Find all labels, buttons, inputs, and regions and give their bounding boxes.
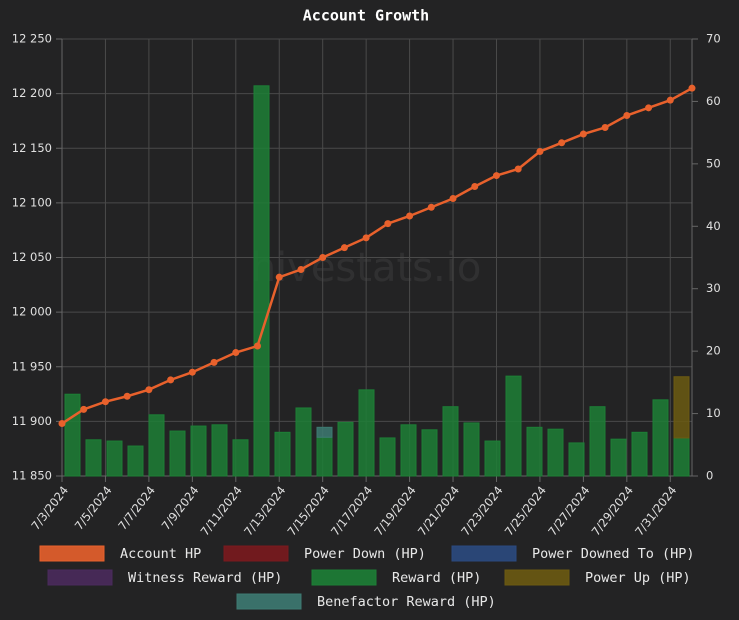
y-tick-label: 11 950 — [12, 359, 52, 373]
bar — [295, 407, 312, 477]
point — [449, 195, 457, 203]
legend-label: Power Downed To (HP) — [532, 546, 695, 562]
bar — [232, 439, 249, 477]
legend-swatch — [39, 545, 105, 562]
point — [188, 368, 196, 376]
point — [362, 234, 370, 242]
bar — [211, 424, 228, 477]
y2-tick-label: 40 — [706, 219, 721, 233]
y2-tick-label: 30 — [706, 281, 721, 295]
point — [101, 398, 109, 406]
bar — [106, 440, 123, 477]
bar — [127, 445, 144, 477]
bar — [463, 422, 480, 477]
point — [666, 96, 674, 104]
point — [579, 130, 587, 138]
point — [471, 182, 479, 190]
legend-swatch — [47, 569, 113, 586]
point — [688, 84, 696, 92]
bar — [316, 426, 333, 438]
legend-label: Reward (HP) — [392, 570, 481, 586]
point — [427, 203, 435, 211]
y-tick-label: 12 250 — [12, 32, 52, 46]
point — [80, 405, 88, 413]
point — [210, 358, 218, 366]
bar — [631, 431, 648, 477]
y-tick-label: 12 100 — [12, 195, 52, 209]
legend-label: Power Down (HP) — [304, 546, 426, 562]
line — [61, 87, 693, 425]
point — [167, 376, 175, 384]
legend-swatch — [451, 545, 517, 562]
bar — [442, 406, 459, 477]
bar — [337, 421, 354, 477]
point — [58, 420, 66, 428]
legend-swatch — [504, 569, 570, 586]
point — [340, 244, 348, 252]
y2-tick-label: 70 — [706, 32, 721, 46]
point — [536, 148, 544, 156]
y-tick-label: 12 150 — [12, 141, 52, 155]
legend-swatch — [236, 593, 302, 610]
point — [123, 392, 131, 400]
bar — [673, 437, 690, 477]
bar — [253, 85, 270, 477]
bar — [274, 431, 291, 477]
bar — [190, 425, 207, 477]
point — [406, 212, 414, 220]
bar — [610, 438, 627, 477]
bar — [505, 375, 522, 477]
legend-label: Power Up (HP) — [585, 570, 691, 586]
point — [623, 111, 631, 119]
bar — [652, 399, 669, 477]
point — [319, 254, 327, 261]
bar — [547, 428, 564, 477]
point — [145, 386, 153, 394]
y-tick-label: 11 900 — [12, 414, 52, 428]
point — [297, 266, 305, 274]
bar — [64, 393, 81, 477]
bar — [484, 440, 501, 477]
bar — [85, 439, 102, 477]
y2-tick-label: 10 — [706, 406, 721, 420]
legend-label: Account HP — [120, 546, 201, 562]
bar — [568, 442, 585, 477]
legend-label: Witness Reward (HP) — [128, 570, 282, 586]
legend-swatch — [223, 545, 289, 562]
y2-tick-label: 0 — [706, 469, 713, 483]
y-tick-label: 12 050 — [12, 250, 52, 264]
bar — [358, 389, 375, 477]
point — [254, 342, 262, 350]
y-tick-label: 12 000 — [12, 305, 52, 319]
y2-tick-label: 50 — [706, 156, 721, 170]
point — [645, 104, 653, 112]
bar — [169, 430, 186, 477]
bar — [673, 376, 690, 439]
bar — [400, 424, 417, 477]
bar — [148, 414, 165, 477]
point — [558, 139, 566, 147]
y-tick-label: 12 200 — [12, 86, 52, 100]
chart-title: Account Growth — [303, 7, 429, 25]
y2-tick-label: 60 — [706, 94, 721, 108]
point — [232, 349, 240, 357]
legend-swatch — [311, 569, 377, 586]
point — [275, 273, 283, 281]
legend-label: Benefactor Reward (HP) — [317, 594, 496, 610]
point — [601, 123, 609, 131]
point — [492, 172, 500, 180]
bar — [379, 437, 396, 477]
bar — [526, 426, 543, 477]
bar — [316, 436, 333, 477]
point — [514, 165, 522, 173]
bar — [421, 429, 438, 477]
bar — [589, 406, 606, 477]
y2-tick-label: 20 — [706, 344, 721, 358]
point — [384, 220, 392, 228]
y-tick-label: 11 850 — [12, 469, 52, 483]
